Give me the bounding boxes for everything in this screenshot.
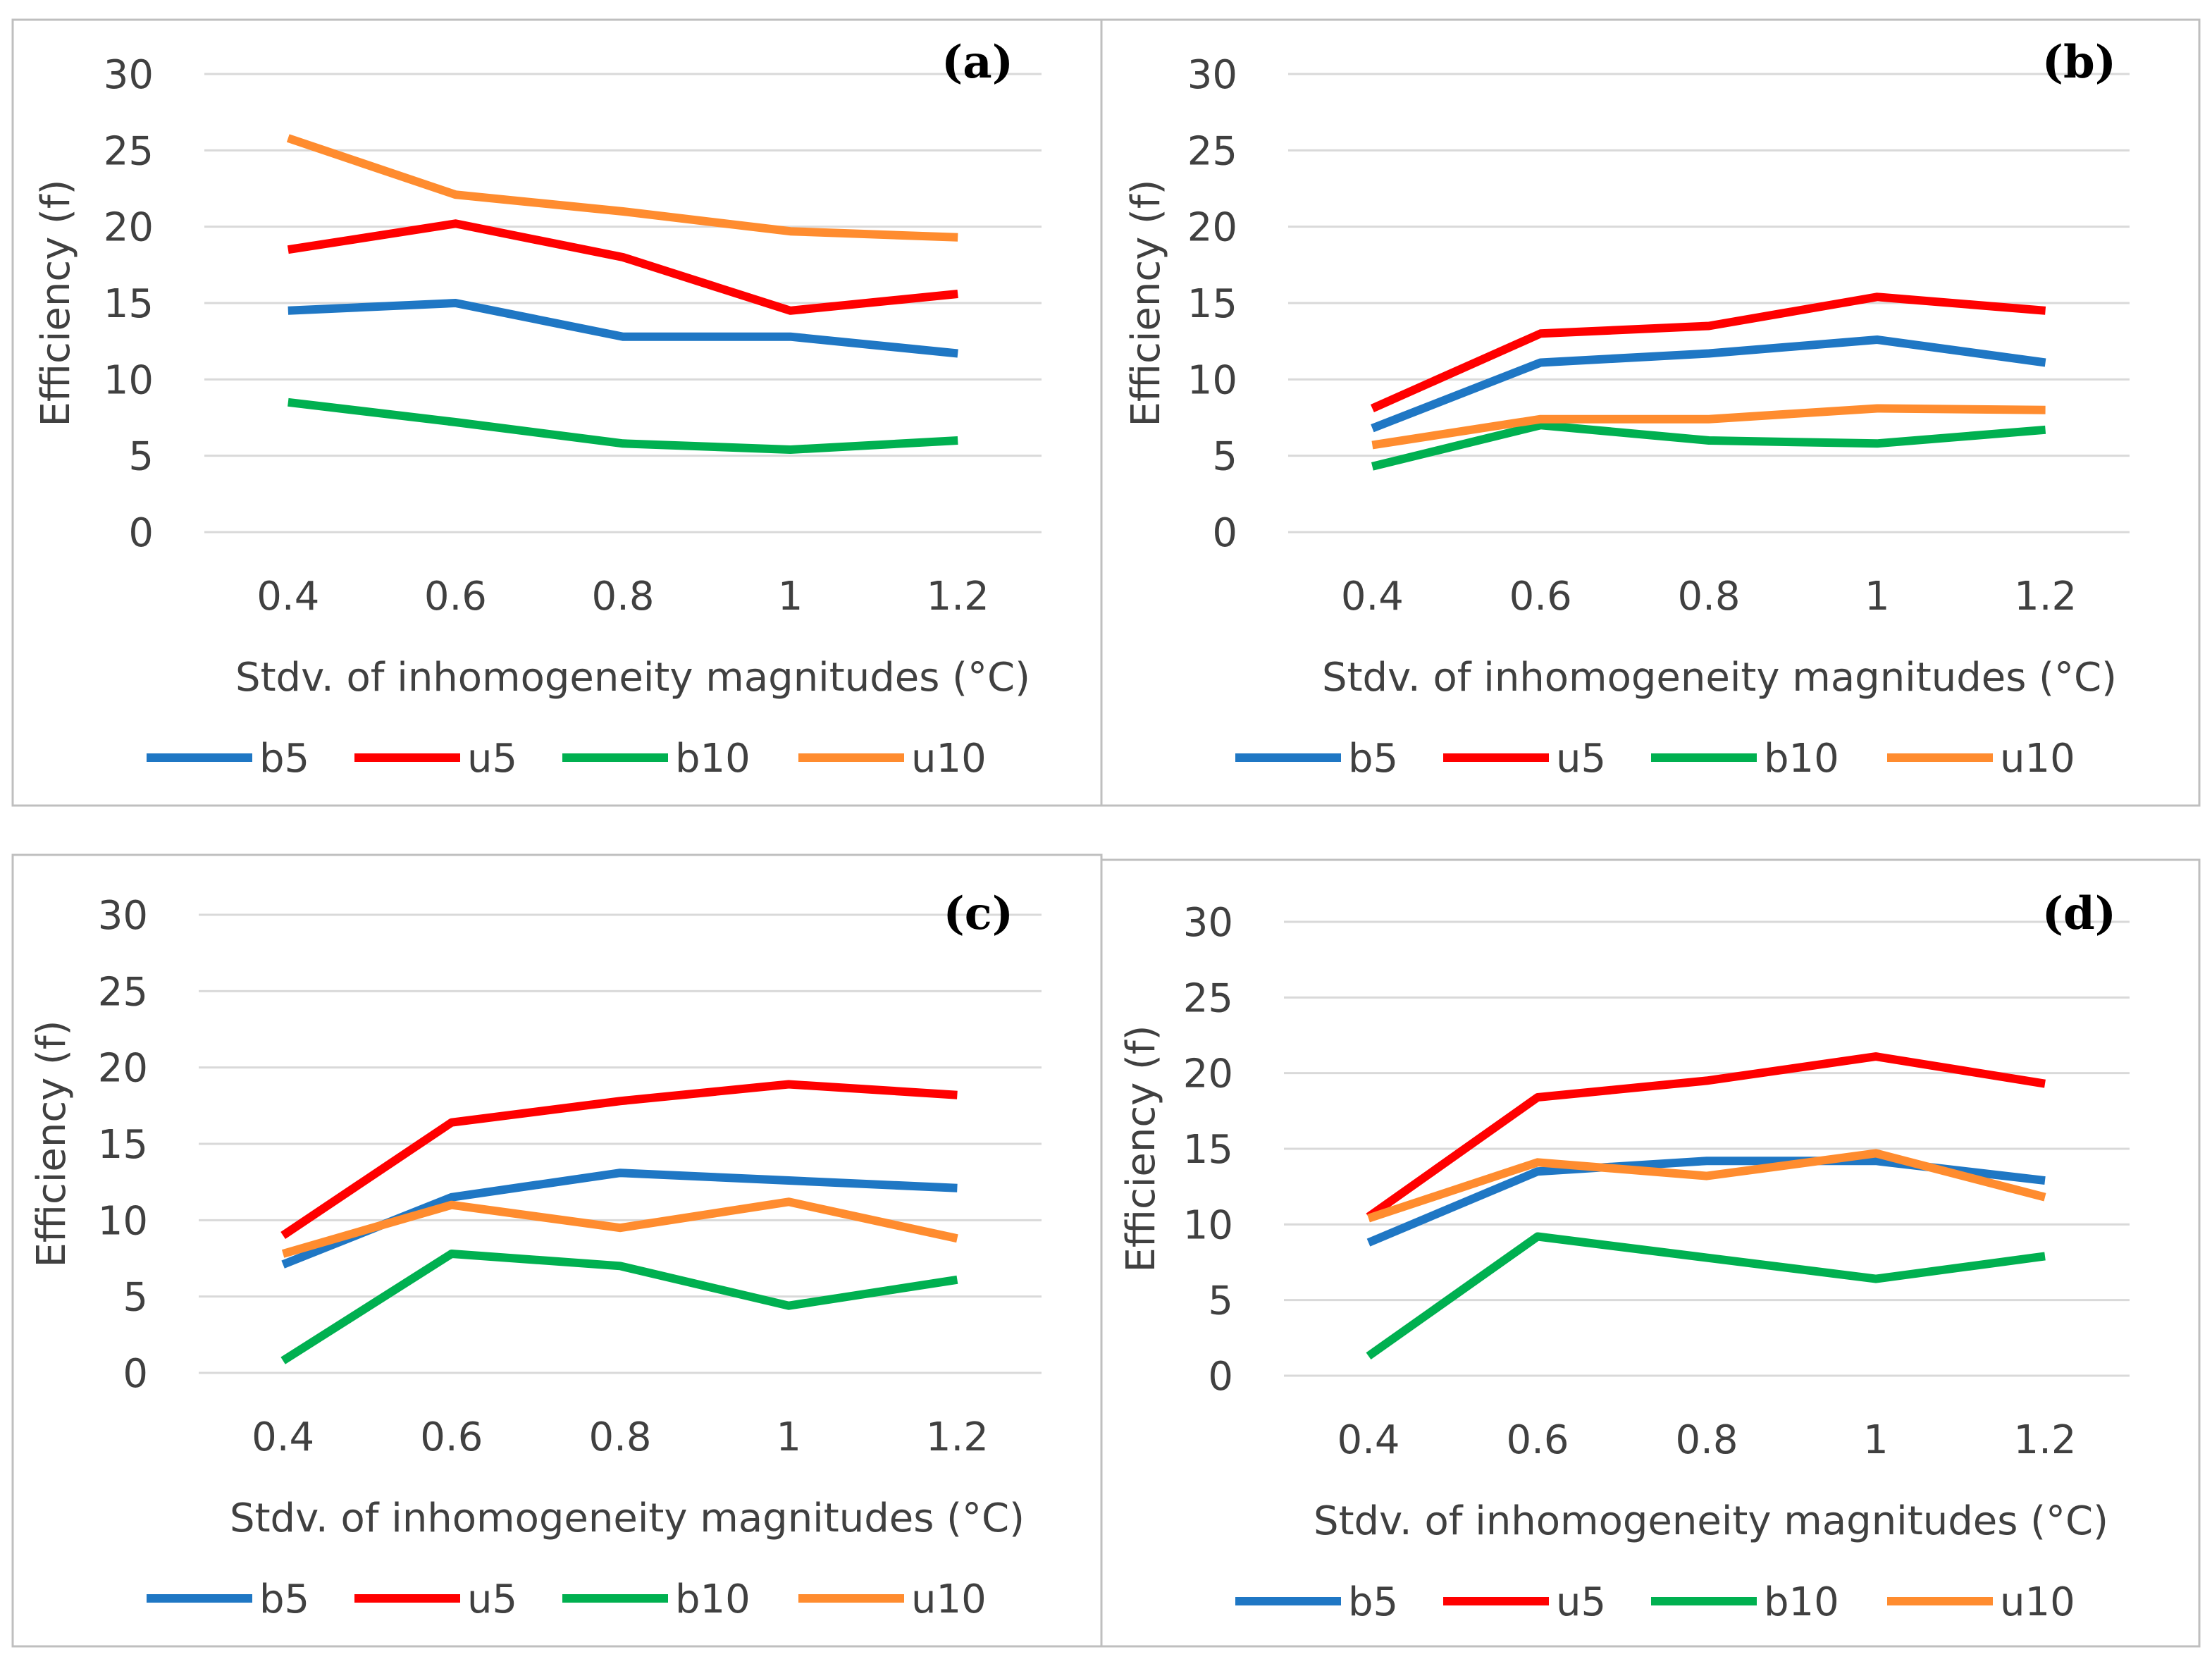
panel-c: 0 5 10 15 20 25 30 0.4 0.6 0.8 1 1.2 Stdv. of inhomo… — [11, 853, 1103, 1648]
series-line-b-b10 — [1371, 421, 2046, 471]
y-tick-label-a-20: 20 — [104, 205, 154, 251]
x-tick-label-a-0.4: 0.4 — [257, 574, 319, 619]
y-axis-title-d: Efficiency (f) — [1118, 1025, 1164, 1273]
y-tick-label-a-25: 25 — [104, 128, 154, 174]
x-tick-label-b-0.4: 0.4 — [1341, 574, 1404, 619]
panel-a: 0 5 10 15 20 25 30 0.4 0.6 0.8 1 1.2 Stdv. of inhomo… — [11, 18, 1103, 807]
x-tick-label-b-1.2: 1.2 — [2014, 574, 2077, 619]
y-tick-label-b-20: 20 — [1187, 205, 1237, 251]
series-line-a-u10 — [286, 134, 958, 242]
y-tick-label-c-10: 10 — [98, 1198, 148, 1244]
x-axis-title-b: Stdv. of inhomogeneity magnitudes (°C) — [1322, 655, 2117, 701]
series-line-a-b5 — [288, 299, 958, 358]
panel-label-d: (d) — [2042, 887, 2116, 940]
x-axis-title-d: Stdv. of inhomogeneity magnitudes (°C) — [1314, 1498, 2108, 1544]
legend-label-d-u5: u5 — [1556, 1579, 1606, 1625]
series-line-b-u5 — [1370, 292, 2046, 412]
series-line-d-b10 — [1366, 1232, 2046, 1359]
panel-label-a: (a) — [941, 36, 1013, 89]
y-tick-label-c-15: 15 — [98, 1122, 148, 1168]
x-tick-label-a-1: 1 — [778, 574, 803, 619]
y-tick-label-d-5: 5 — [1208, 1278, 1233, 1324]
y-tick-label-b-30: 30 — [1187, 52, 1237, 98]
x-tick-label-a-0.8: 0.8 — [591, 574, 654, 619]
x-tick-label-b-0.8: 0.8 — [1677, 574, 1740, 619]
y-tick-label-d-0: 0 — [1208, 1354, 1233, 1400]
x-axis-title-a: Stdv. of inhomogeneity magnitudes (°C) — [235, 655, 1030, 701]
x-tick-label-d-1.2: 1.2 — [2013, 1417, 2076, 1463]
series-line-c-u10 — [281, 1197, 958, 1258]
x-tick-label-a-0.6: 0.6 — [424, 574, 487, 619]
y-tick-label-a-5: 5 — [128, 434, 154, 480]
legend-label-d-u10: u10 — [2000, 1579, 2075, 1625]
panel-label-c: (c) — [943, 887, 1013, 940]
y-axis-title-b: Efficiency (f) — [1123, 180, 1169, 427]
panel-d: 0 5 10 15 20 25 30 0.4 0.6 0.8 1 1.2 Stdv. of inhomo… — [1100, 858, 2201, 1648]
y-tick-label-a-30: 30 — [104, 52, 154, 98]
y-tick-label-b-5: 5 — [1212, 434, 1237, 480]
x-tick-label-c-1.2: 1.2 — [926, 1414, 989, 1460]
legend-label-c-b5: b5 — [259, 1577, 309, 1622]
x-tick-label-c-0.4: 0.4 — [252, 1414, 314, 1460]
y-tick-label-d-10: 10 — [1183, 1202, 1233, 1248]
x-tick-label-d-0.4: 0.4 — [1337, 1417, 1400, 1463]
chart-frame-b — [1100, 18, 2201, 807]
y-tick-label-d-15: 15 — [1183, 1127, 1233, 1173]
legend-label-c-u10: u10 — [911, 1577, 987, 1622]
legend-label-a-u10: u10 — [911, 736, 987, 782]
x-tick-label-d-0.8: 0.8 — [1675, 1417, 1738, 1463]
y-tick-label-b-0: 0 — [1212, 510, 1237, 556]
panel-b: 0 5 10 15 20 25 30 0.4 0.6 0.8 1 1.2 Stdv. of inhomo… — [1100, 18, 2201, 807]
series-line-b-b5 — [1371, 335, 2046, 433]
x-tick-label-d-1: 1 — [1863, 1417, 1889, 1463]
y-tick-label-b-15: 15 — [1187, 281, 1237, 327]
x-axis-title-c: Stdv. of inhomogeneity magnitudes (°C) — [230, 1496, 1025, 1541]
y-tick-label-d-30: 30 — [1183, 900, 1233, 946]
legend-label-c-b10: b10 — [675, 1577, 750, 1622]
y-tick-label-c-5: 5 — [123, 1275, 148, 1321]
x-tick-label-d-0.6: 0.6 — [1506, 1417, 1569, 1463]
y-axis-title-a: Efficiency (f) — [33, 180, 79, 427]
y-axis-title-c: Efficiency (f) — [29, 1021, 75, 1268]
legend-label-b-u10: u10 — [2000, 736, 2075, 782]
legend-label-d-b5: b5 — [1348, 1579, 1398, 1625]
panel-label-b: (b) — [2042, 36, 2116, 89]
series-line-d-u5 — [1366, 1052, 2046, 1221]
series-line-d-u10 — [1367, 1149, 2046, 1223]
y-tick-label-a-15: 15 — [104, 281, 154, 327]
series-line-c-u5 — [280, 1080, 958, 1239]
y-tick-label-a-10: 10 — [104, 357, 154, 403]
y-tick-label-d-20: 20 — [1183, 1052, 1233, 1097]
series-line-a-u5 — [287, 219, 958, 315]
y-tick-label-c-20: 20 — [98, 1046, 148, 1092]
x-tick-label-c-1: 1 — [776, 1414, 801, 1460]
legend-label-a-b10: b10 — [675, 736, 750, 782]
y-tick-label-c-30: 30 — [98, 893, 148, 939]
x-tick-label-a-1.2: 1.2 — [927, 574, 989, 619]
legend-label-c-u5: u5 — [467, 1577, 517, 1622]
legend-label-b-u5: u5 — [1556, 736, 1606, 782]
x-tick-label-c-0.6: 0.6 — [420, 1414, 483, 1460]
y-tick-label-d-25: 25 — [1183, 975, 1233, 1021]
y-tick-label-c-25: 25 — [98, 969, 148, 1015]
x-tick-label-b-0.6: 0.6 — [1509, 574, 1572, 619]
y-tick-label-c-0: 0 — [123, 1351, 148, 1397]
legend-label-a-u5: u5 — [467, 736, 517, 782]
legend-label-a-b5: b5 — [259, 736, 309, 782]
legend-label-b-b5: b5 — [1348, 736, 1398, 782]
legend-label-d-b10: b10 — [1764, 1579, 1839, 1625]
legend-label-b-b10: b10 — [1764, 736, 1839, 782]
x-tick-label-c-0.8: 0.8 — [588, 1414, 651, 1460]
y-tick-label-b-10: 10 — [1187, 357, 1237, 403]
series-line-b-u10 — [1371, 404, 2046, 450]
chart-frame-d — [1100, 858, 2201, 1648]
series-line-a-b10 — [288, 397, 958, 454]
series-line-c-b10 — [280, 1250, 958, 1364]
y-tick-label-a-0: 0 — [128, 510, 154, 556]
x-tick-label-b-1: 1 — [1865, 574, 1890, 619]
y-tick-label-b-25: 25 — [1187, 128, 1237, 174]
